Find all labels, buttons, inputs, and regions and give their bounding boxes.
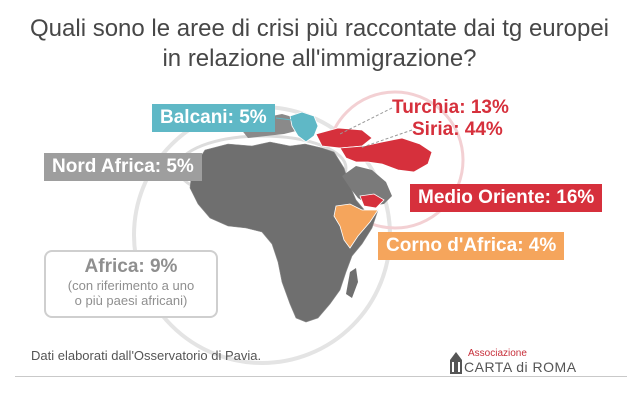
arabia-shape [342, 166, 392, 206]
yemen-shape [359, 193, 385, 209]
madagascar-shape [346, 268, 358, 298]
colosseum-icon [450, 352, 462, 374]
balcani-label: Balcani: 5% [152, 104, 275, 132]
title-line-2: in relazione all'immigrazione? [162, 45, 477, 72]
siria-label: Siria: 44% [412, 119, 503, 140]
turchia-label: Turchia: 13% [392, 97, 509, 118]
logo-title: CARTA di ROMA [464, 359, 577, 375]
title-line-1: Quali sono le aree di crisi più racconta… [30, 15, 609, 42]
logo-subtitle: Associazione [468, 348, 527, 359]
africa-note-line-2: o più paesi africani) [74, 293, 188, 308]
horn-of-africa-shape [333, 203, 379, 249]
medio-oriente-label: Medio Oriente: 16% [410, 184, 603, 212]
carta-di-roma-logo: Associazione CARTA di ROMA [448, 348, 588, 378]
africa-shape [189, 141, 379, 323]
africa-note-line-1: (con riferimento a uno [67, 278, 195, 293]
turkey-shape [315, 127, 373, 149]
siria-leader [359, 129, 413, 149]
nord-africa-label: Nord Africa: 5% [44, 153, 202, 181]
africa-label: Africa: 9% [84, 256, 178, 277]
corno-africa-label: Corno d'Africa: 4% [378, 232, 565, 260]
balcani-leader [275, 117, 293, 121]
africa-label-box: Africa: 9% (con riferimento a uno o più … [44, 250, 218, 318]
page-title: Quali sono le aree di crisi più racconta… [0, 14, 639, 74]
balkans-shape [289, 111, 319, 143]
footer-divider [15, 376, 627, 377]
source-note: Dati elaborati dall'Osservatorio di Pavi… [31, 348, 262, 363]
